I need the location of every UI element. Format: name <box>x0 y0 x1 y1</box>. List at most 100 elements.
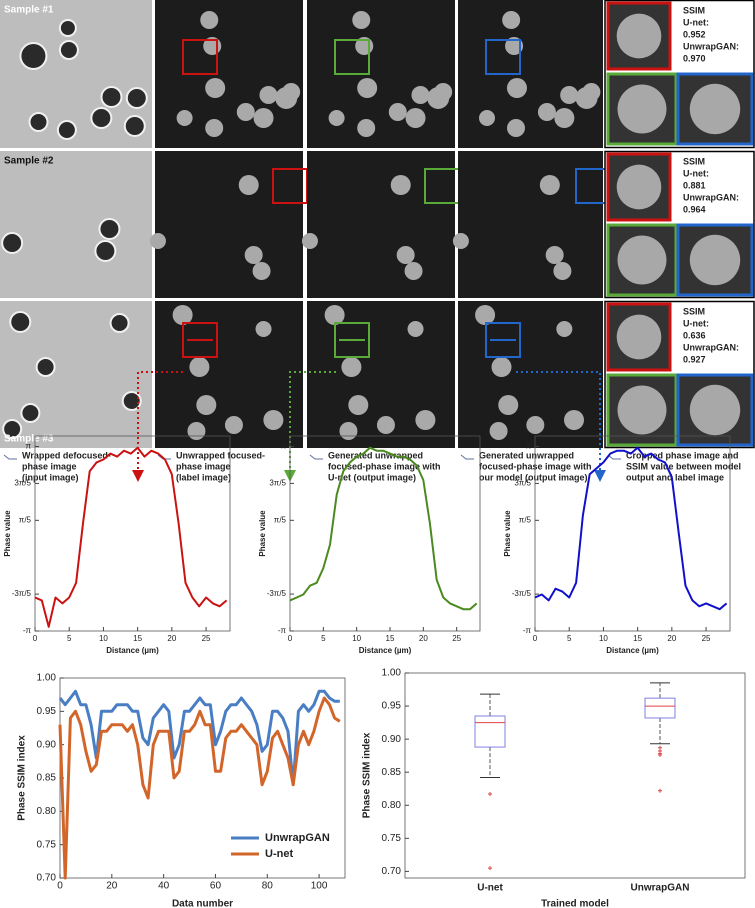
cell <box>489 422 508 440</box>
image-panel <box>307 301 455 448</box>
ssim-text: 0.970 <box>683 53 706 63</box>
cell <box>56 120 77 140</box>
cell <box>491 357 512 377</box>
image-panel <box>458 0 603 148</box>
x-tick-label: 5 <box>567 634 572 643</box>
x-tick-label: 20 <box>419 634 428 643</box>
roi-box <box>334 39 370 75</box>
ssim-text: 0.927 <box>683 354 706 364</box>
sample-label: Sample #3 <box>4 434 54 445</box>
data-line <box>534 446 728 611</box>
cell <box>390 175 411 195</box>
y-tick-label: 3π/5 <box>514 479 531 488</box>
ssim-text: UnwrapGAN: <box>683 192 739 202</box>
y-tick-label: -3π/5 <box>512 589 532 598</box>
x-tick-label: 20 <box>167 634 176 643</box>
y-tick-label: 0.95 <box>37 706 57 717</box>
roi-box <box>182 322 218 358</box>
cell <box>205 119 224 137</box>
x-tick-label: 100 <box>311 881 328 892</box>
cell <box>1 232 24 254</box>
sample-label: Sample #2 <box>4 156 54 167</box>
y-tick-label: π <box>280 442 286 451</box>
caption: focused-phase image with <box>328 461 441 471</box>
caption: phase image <box>22 461 77 471</box>
y-tick-label: π <box>25 442 31 451</box>
image-panel <box>0 151 152 298</box>
cell <box>475 305 496 325</box>
y-tick-label: 3π/5 <box>14 479 31 488</box>
cell <box>324 305 345 325</box>
image-panel <box>149 151 308 298</box>
image-panel <box>307 0 455 148</box>
cell <box>176 110 193 126</box>
cell <box>244 246 263 264</box>
y-axis-label: Phase SSIM index <box>17 735 28 821</box>
cell <box>554 108 575 128</box>
cell <box>537 103 556 121</box>
cell <box>506 78 527 98</box>
cell <box>35 357 56 377</box>
outlier <box>488 866 492 871</box>
cell <box>205 78 226 98</box>
ssim-text: 0.636 <box>683 330 706 340</box>
x-tick-label: 10 <box>352 634 361 643</box>
cell <box>564 410 584 430</box>
cell <box>539 175 560 195</box>
caption: SSIM value between model <box>626 461 741 471</box>
y-axis-label: Phase value <box>258 510 267 557</box>
y-tick-label: 0.85 <box>37 773 57 784</box>
cell <box>352 11 371 29</box>
cell <box>100 86 123 108</box>
cell <box>90 107 113 129</box>
cell <box>341 357 362 377</box>
cell <box>196 395 217 415</box>
y-tick-label: 0.70 <box>382 866 402 877</box>
ssim-text: SSIM <box>683 156 705 166</box>
y-tick-label: 0.75 <box>37 839 57 850</box>
roi-box <box>485 39 521 75</box>
connector <box>132 371 183 482</box>
y-tick-label: 0.95 <box>382 701 402 712</box>
x-axis-label: Distance (µm) <box>606 646 659 655</box>
cell <box>109 313 130 333</box>
legend-label: UnwrapGAN <box>265 832 330 844</box>
image-background <box>155 151 303 298</box>
crop-cell <box>617 385 667 435</box>
cell <box>189 357 210 377</box>
cell <box>505 37 524 55</box>
cell <box>253 108 274 128</box>
ssim-text: 0.881 <box>683 180 706 190</box>
caption-arrow <box>607 454 621 460</box>
cell <box>275 87 298 109</box>
cell <box>125 87 148 109</box>
crop-cell <box>616 13 662 59</box>
outlier <box>658 753 662 757</box>
cell <box>172 305 193 325</box>
x-tick-label: 25 <box>202 634 211 643</box>
caption: (input image) <box>22 472 79 482</box>
image-background <box>155 0 303 148</box>
ssim-text: SSIM <box>683 5 705 15</box>
cell <box>545 246 564 264</box>
cell <box>200 11 219 29</box>
roi-box <box>334 322 370 358</box>
plot-frame <box>289 435 481 632</box>
crop-cell <box>689 384 741 436</box>
x-axis-label: Distance (µm) <box>359 646 412 655</box>
y-axis-label: Phase value <box>3 510 12 557</box>
cell <box>328 110 345 126</box>
caption-arrow <box>460 454 474 460</box>
image-background <box>307 151 455 298</box>
chart: π 3π/5 π/5 -3π/5 -π Distance (µm) Phase value 0… <box>258 435 481 655</box>
image-panel <box>458 301 603 448</box>
x-tick-label: 15 <box>633 634 642 643</box>
cell <box>187 422 206 440</box>
x-axis-label: Distance (µm) <box>106 646 159 655</box>
roi-box <box>485 322 521 358</box>
x-tick-label: 0 <box>288 634 293 643</box>
y-tick-label: -3π/5 <box>267 589 287 598</box>
cell <box>348 395 369 415</box>
legend-box <box>225 828 337 868</box>
